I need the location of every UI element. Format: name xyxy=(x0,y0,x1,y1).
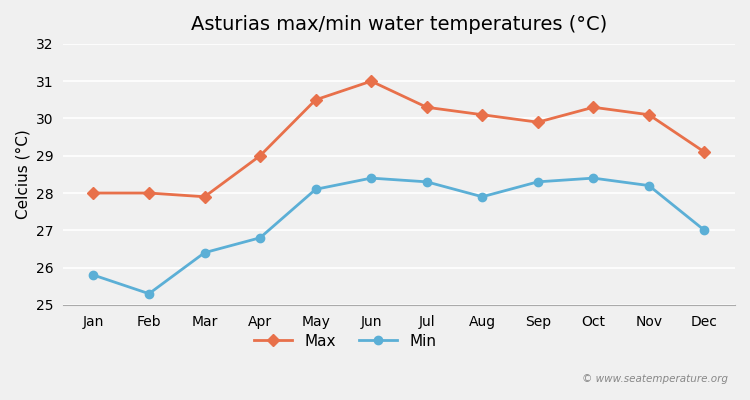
Max xyxy=(533,120,542,124)
Y-axis label: Celcius (°C): Celcius (°C) xyxy=(15,130,30,219)
Text: © www.seatemperature.org: © www.seatemperature.org xyxy=(581,374,728,384)
Min xyxy=(311,187,320,192)
Min xyxy=(256,235,265,240)
Legend: Max, Min: Max, Min xyxy=(248,328,442,355)
Max xyxy=(311,98,320,102)
Max xyxy=(700,150,709,154)
Max xyxy=(422,105,431,110)
Min xyxy=(367,176,376,180)
Min xyxy=(644,183,653,188)
Min xyxy=(589,176,598,180)
Max xyxy=(145,191,154,196)
Title: Asturias max/min water temperatures (°C): Asturias max/min water temperatures (°C) xyxy=(190,15,607,34)
Min xyxy=(200,250,209,255)
Min xyxy=(89,273,98,278)
Max xyxy=(200,194,209,199)
Min xyxy=(478,194,487,199)
Min xyxy=(422,180,431,184)
Line: Min: Min xyxy=(89,174,709,298)
Max xyxy=(256,153,265,158)
Max xyxy=(367,79,376,84)
Min xyxy=(145,291,154,296)
Max xyxy=(478,112,487,117)
Max xyxy=(89,191,98,196)
Max xyxy=(589,105,598,110)
Line: Max: Max xyxy=(89,77,709,201)
Max xyxy=(644,112,653,117)
Min xyxy=(700,228,709,233)
Min xyxy=(533,180,542,184)
